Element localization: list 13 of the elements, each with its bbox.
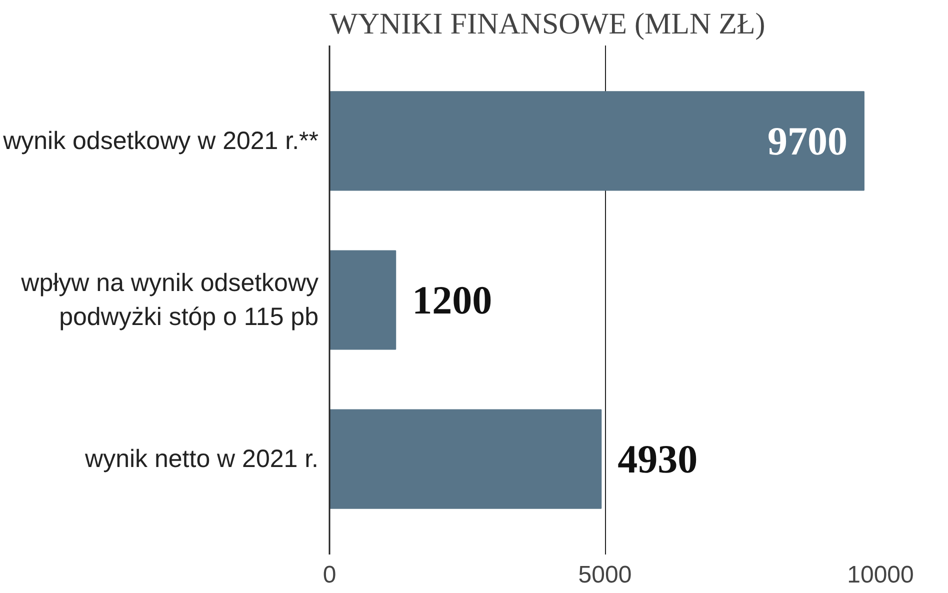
bar xyxy=(330,91,864,191)
x-tick-label: 10000 xyxy=(847,562,914,588)
y-tick-label: wynik odsetkowy w 2021 r.** xyxy=(2,126,319,155)
x-tick-label: 5000 xyxy=(578,562,632,588)
bar xyxy=(330,409,602,509)
data-label: 4930 xyxy=(618,436,698,482)
x-tick-label: 0 xyxy=(322,562,336,588)
data-label: 9700 xyxy=(767,118,848,164)
y-tick-label: wynik netto w 2021 r. xyxy=(84,445,319,474)
data-label: 1200 xyxy=(412,278,492,322)
y-tick-label: wpływ na wynik odsetkowy podwyżki stóp o 115 pb xyxy=(20,269,319,331)
bar xyxy=(330,250,396,350)
chart-title: WYNIKI FINANSOWE (MLN ZŁ) xyxy=(330,8,766,40)
